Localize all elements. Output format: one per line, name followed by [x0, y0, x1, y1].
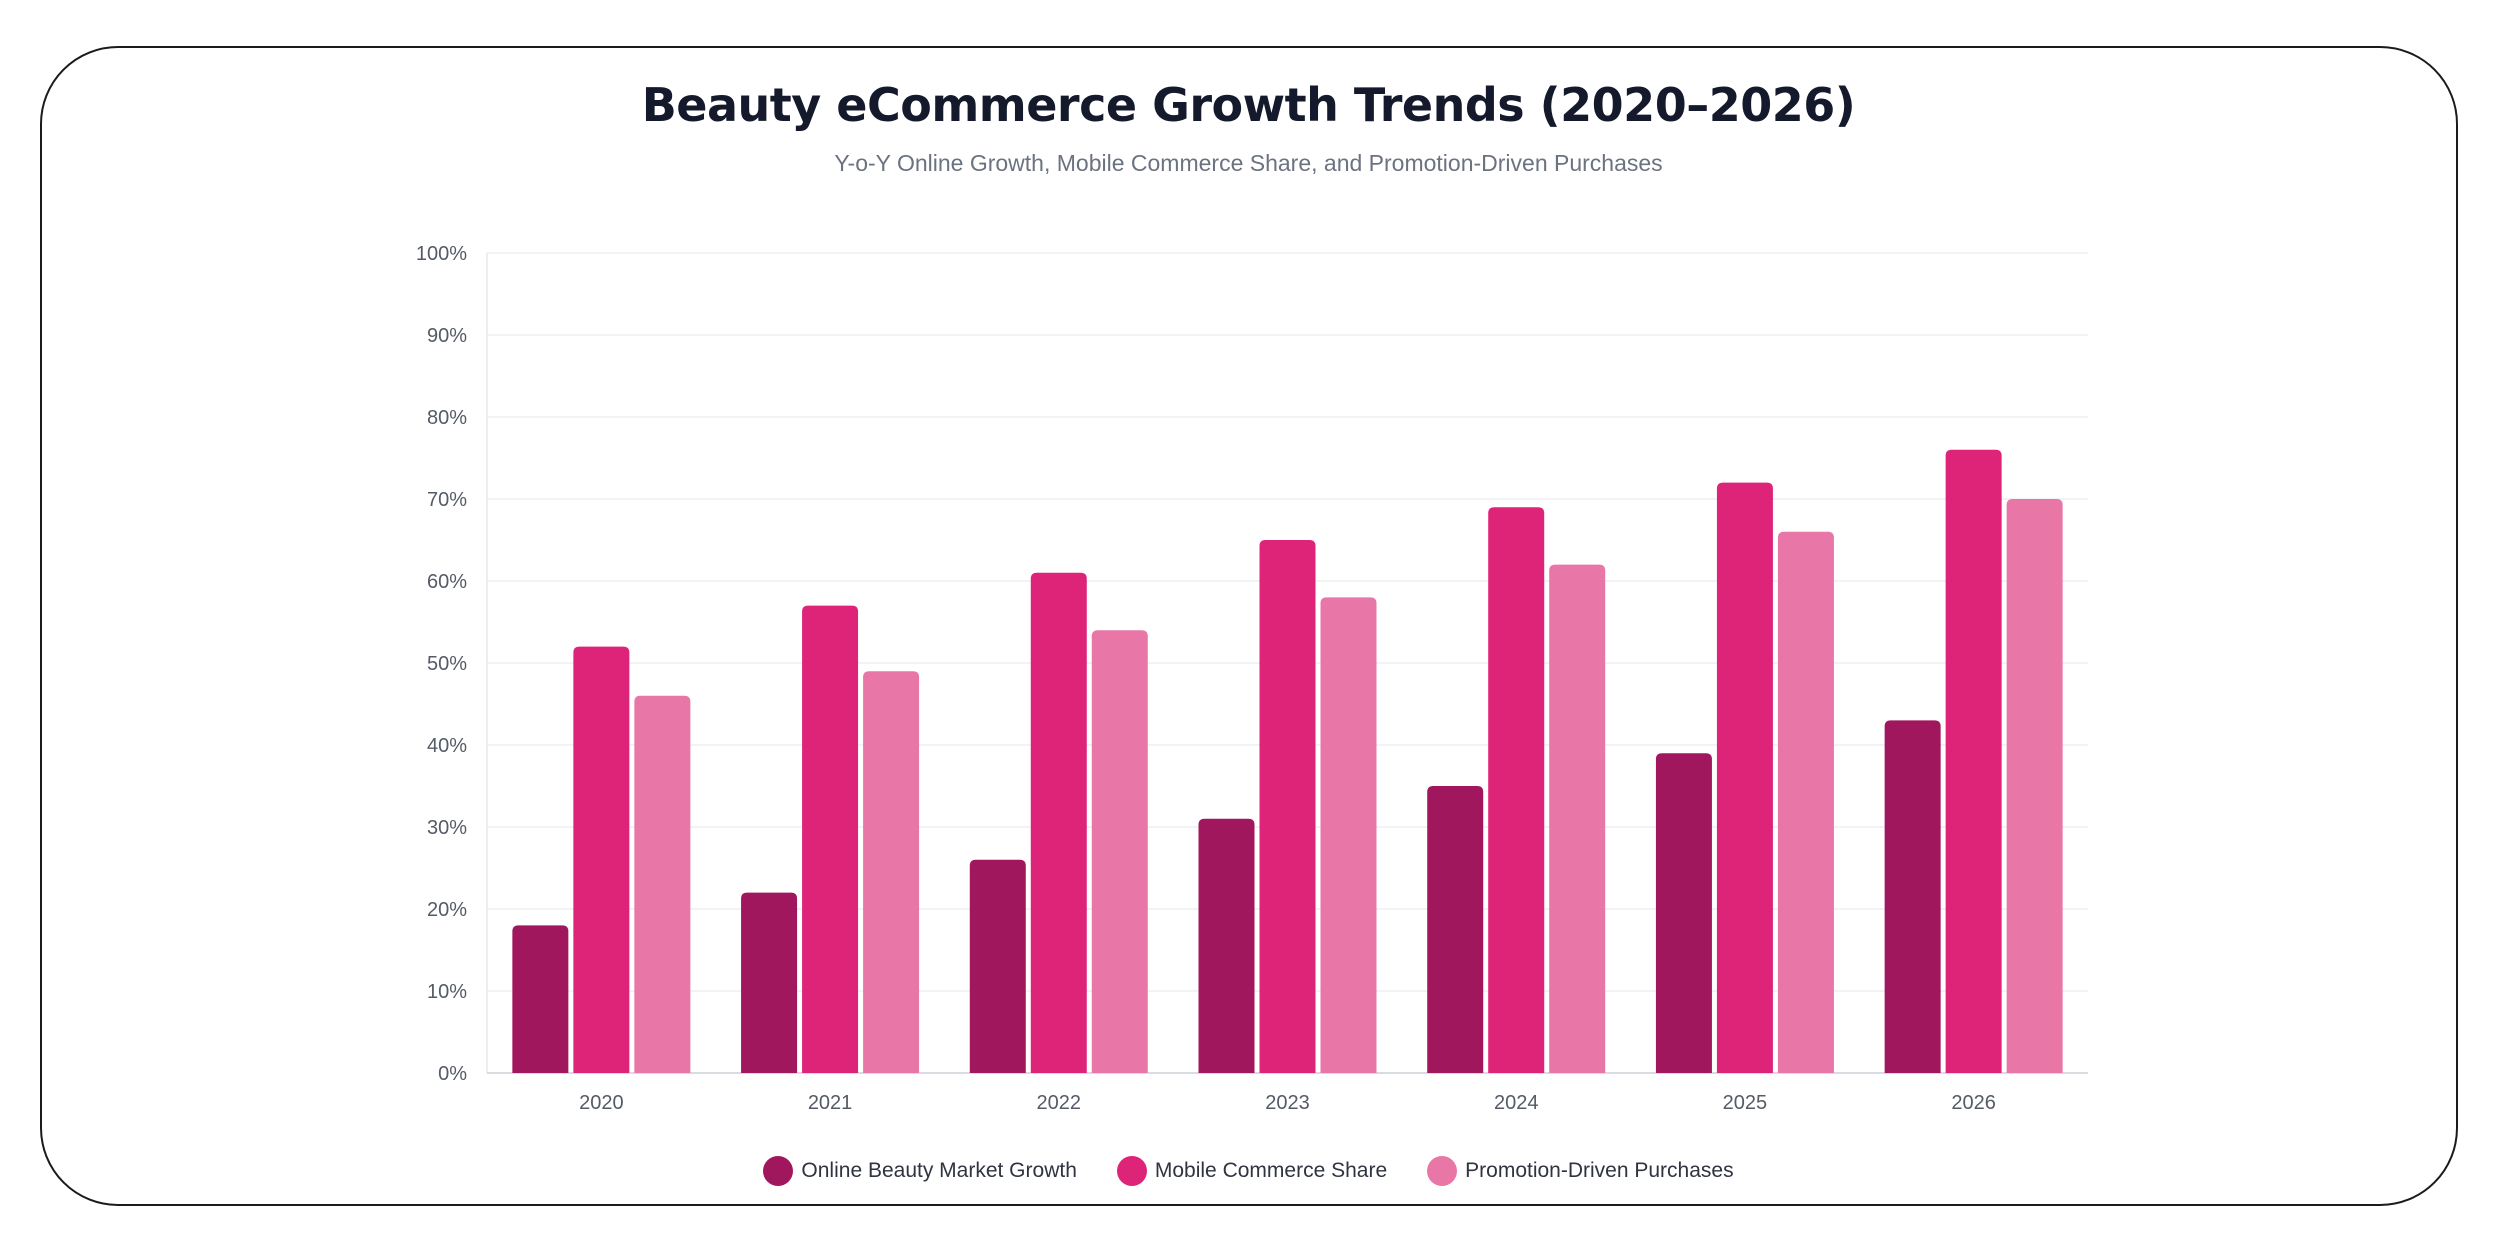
legend-label: Online Beauty Market Growth [801, 1159, 1077, 1182]
bar-2020-series-1[interactable] [573, 646, 630, 1073]
legend-label: Mobile Commerce Share [1154, 1159, 1388, 1182]
legend-swatch-promotion [1427, 1156, 1458, 1186]
y-tick-label: 60% [427, 571, 467, 593]
bar-2020-series-0[interactable] [512, 925, 569, 1073]
bar-2025-series-0[interactable] [1655, 753, 1712, 1073]
y-tick-label: 50% [427, 653, 467, 675]
legend-item-mobile-share[interactable]: Mobile Commerce Share [1116, 1156, 1388, 1186]
bar-2021-series-2[interactable] [863, 671, 920, 1073]
x-tick-label: 2024 [1494, 1092, 1539, 1114]
bar-2022-series-1[interactable] [1030, 572, 1087, 1073]
bar-2025-series-1[interactable] [1716, 482, 1773, 1074]
chart-subtitle: Y-o-Y Online Growth, Mobile Commerce Sha… [834, 150, 1663, 176]
chart-title: Beauty eCommerce Growth Trends (2020–202… [641, 78, 1856, 132]
bar-2025-series-2[interactable] [1777, 531, 1834, 1073]
y-tick-label: 90% [427, 325, 467, 347]
y-tick-label: 80% [427, 407, 467, 429]
y-tick-label: 40% [427, 735, 467, 757]
y-tick-label: 70% [427, 489, 467, 511]
bar-2023-series-1[interactable] [1259, 540, 1316, 1073]
legend-item-promotion[interactable]: Promotion-Driven Purchases [1427, 1156, 1734, 1186]
x-tick-label: 2023 [1265, 1092, 1310, 1114]
x-tick-label: 2026 [1951, 1092, 1996, 1114]
legend-label: Promotion-Driven Purchases [1465, 1159, 1734, 1182]
legend-swatch-mobile-share [1116, 1156, 1147, 1186]
bar-2026-series-0[interactable] [1884, 720, 1941, 1073]
bar-2023-series-0[interactable] [1198, 818, 1255, 1073]
bar-2024-series-2[interactable] [1549, 564, 1606, 1073]
bar-2023-series-2[interactable] [1320, 597, 1377, 1073]
y-tick-label: 100% [416, 243, 467, 265]
bar-2022-series-2[interactable] [1091, 630, 1148, 1073]
y-tick-label: 0% [438, 1063, 467, 1085]
bar-2026-series-2[interactable] [2006, 499, 2063, 1073]
bar-2026-series-1[interactable] [1945, 449, 2002, 1073]
legend: Online Beauty Market Growth Mobile Comme… [0, 1156, 2497, 1186]
y-tick-label: 30% [427, 817, 467, 839]
bar-2021-series-0[interactable] [741, 892, 798, 1073]
bar-2022-series-0[interactable] [969, 859, 1026, 1073]
y-tick-label: 20% [427, 899, 467, 921]
legend-item-online-growth[interactable]: Online Beauty Market Growth [763, 1156, 1077, 1186]
bar-2024-series-1[interactable] [1488, 507, 1545, 1073]
bar-2024-series-0[interactable] [1427, 786, 1484, 1073]
x-tick-label: 2022 [1037, 1092, 1082, 1114]
x-tick-label: 2025 [1723, 1092, 1768, 1114]
bars [512, 449, 2063, 1074]
x-tick-label: 2021 [808, 1092, 853, 1114]
x-tick-label: 2020 [579, 1092, 624, 1114]
legend-swatch-online-growth [763, 1156, 794, 1186]
bar-2021-series-1[interactable] [802, 605, 859, 1073]
bar-2020-series-2[interactable] [634, 695, 691, 1073]
tick-labels: 0% 10% 20% 30% 40% 50% 60% 70% 80% 90% 100% 2020 202… [416, 243, 1996, 1114]
y-tick-label: 10% [427, 981, 467, 1003]
